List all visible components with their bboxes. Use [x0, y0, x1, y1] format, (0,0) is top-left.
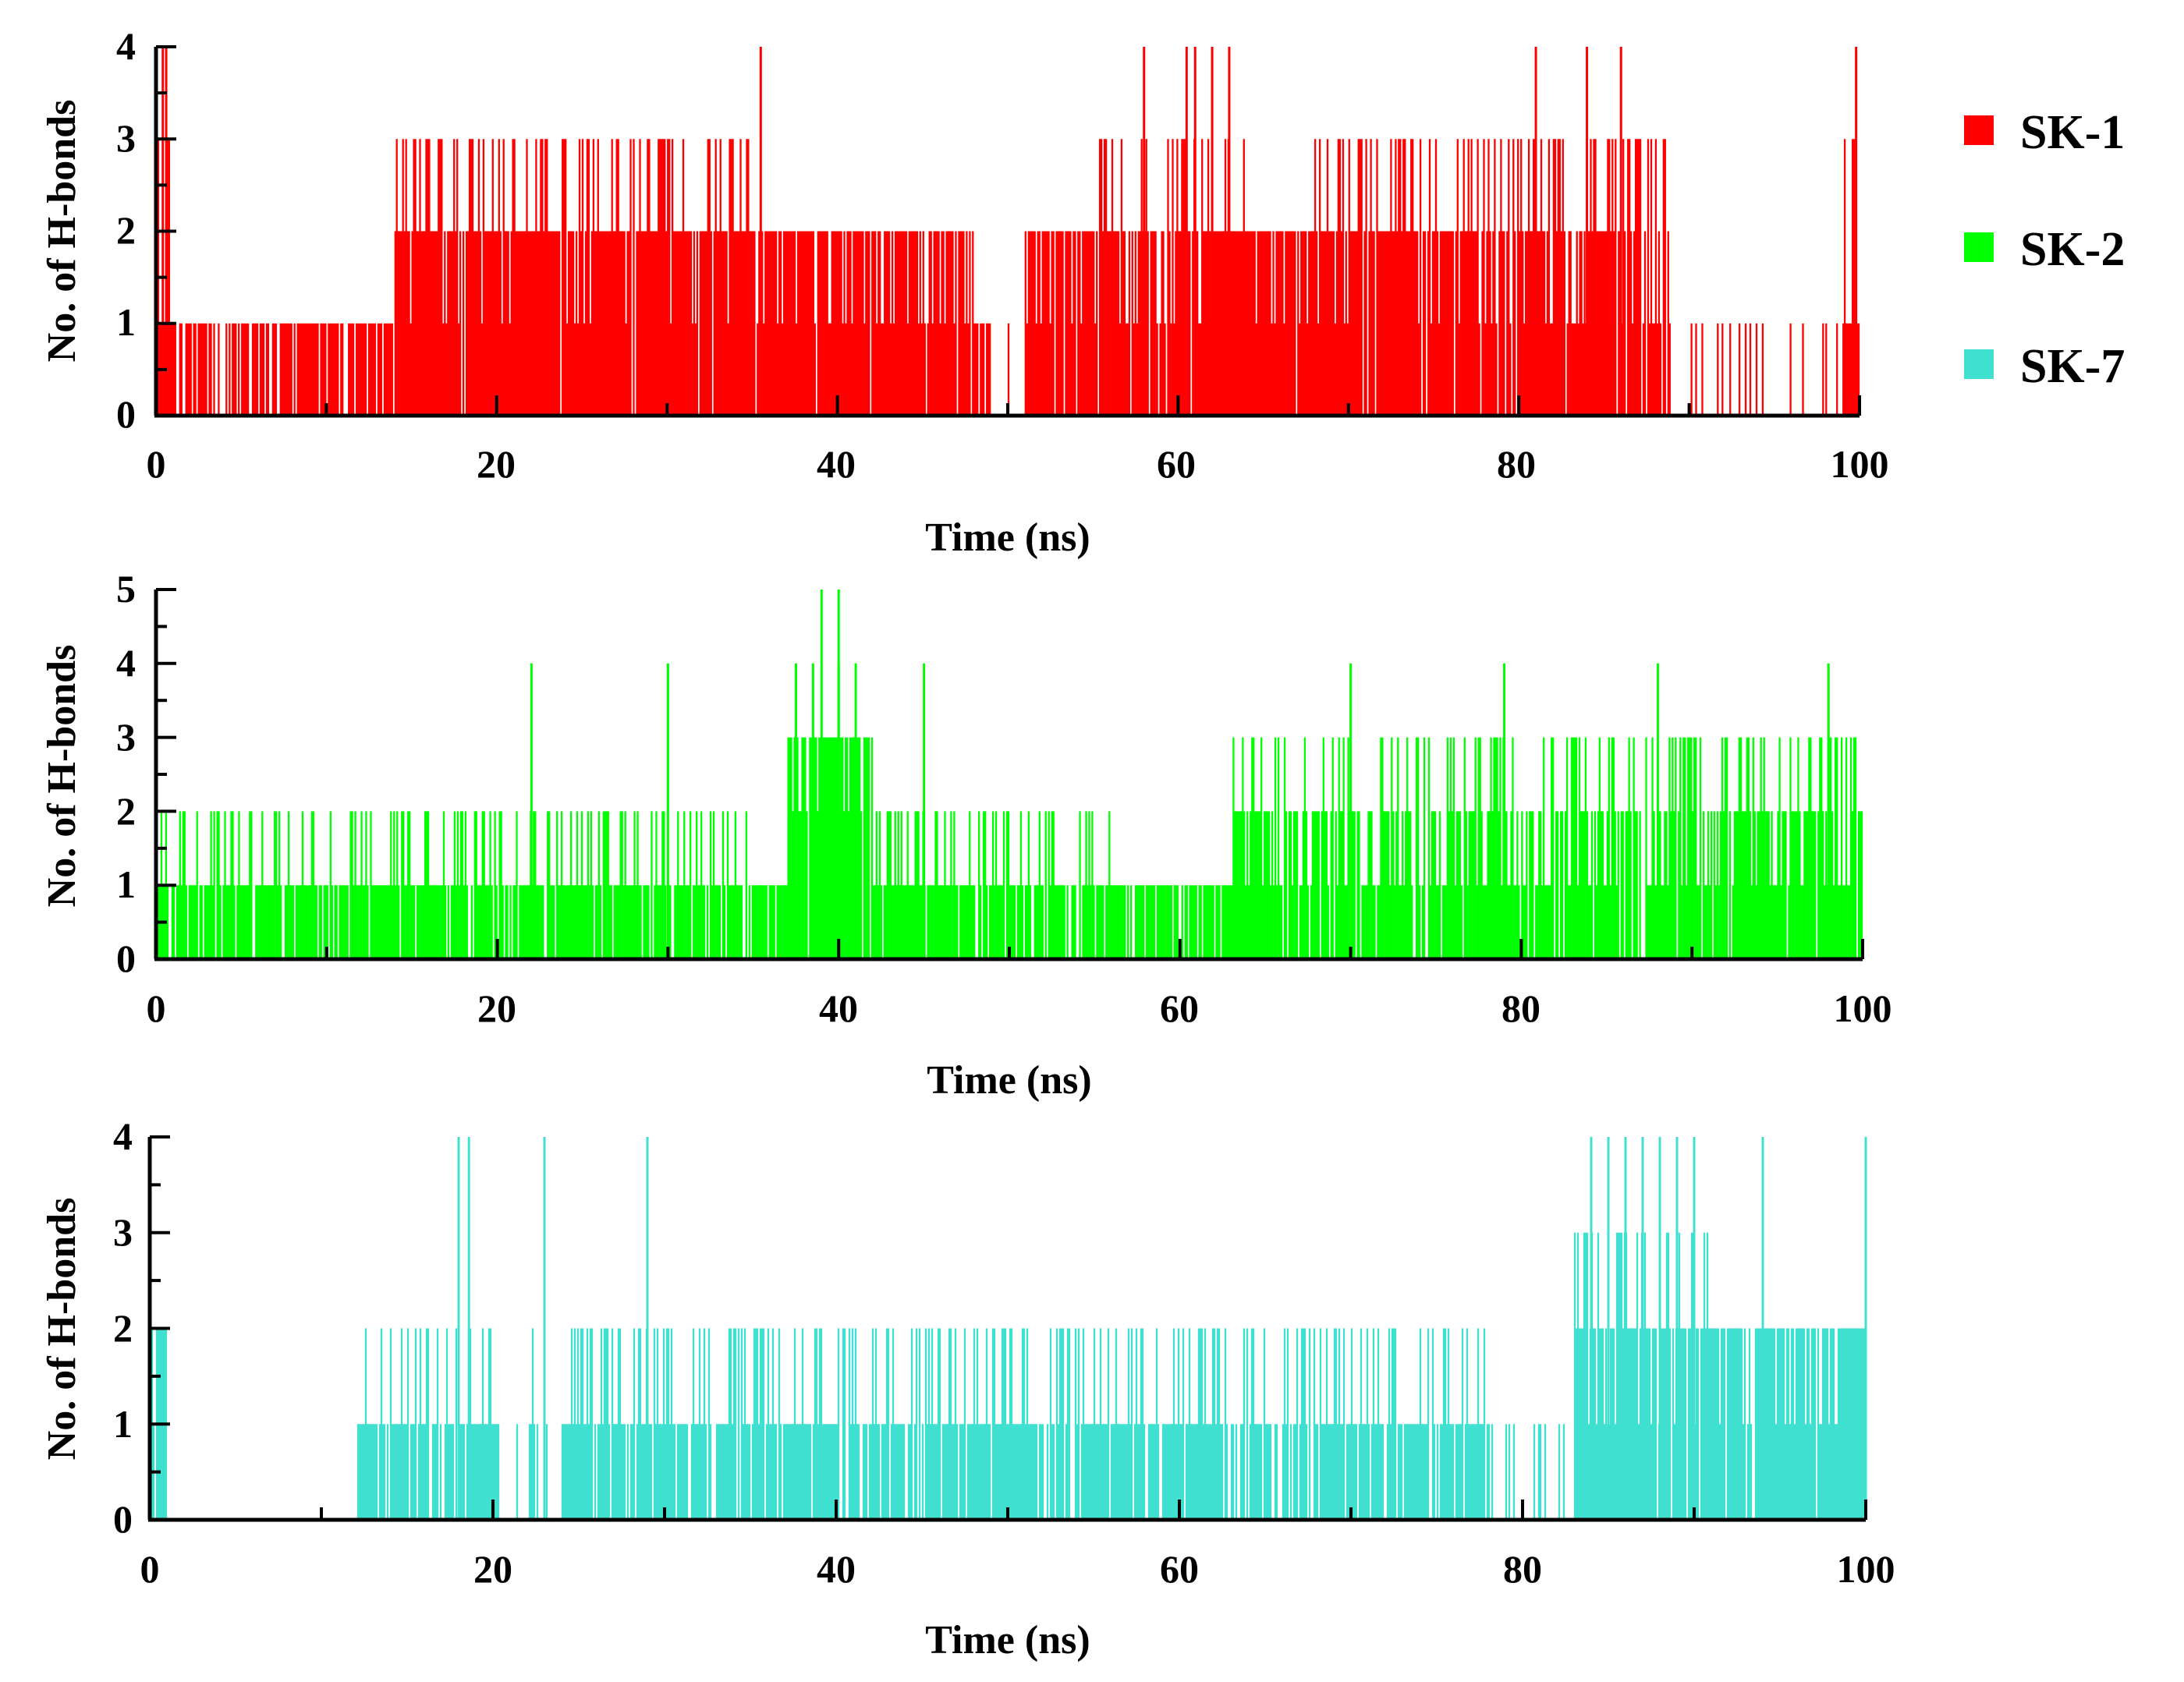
sk1-y-tick-labels: 0 1 2 3 4 [116, 24, 136, 436]
sk1-bars [155, 47, 1860, 416]
sk7-x-tick-labels: 0 20 40 60 80 100 [140, 1547, 1895, 1591]
sk1-ticks [154, 45, 1861, 417]
sk2-xtick-40: 40 [819, 986, 858, 1030]
sk2-ytick-0: 0 [116, 937, 136, 980]
sk7-ytick-4: 4 [113, 1114, 133, 1158]
sk7-xtick-0: 0 [140, 1547, 160, 1591]
sk2-xtick-80: 80 [1502, 986, 1540, 1030]
sk1-ytick-0: 0 [116, 392, 136, 436]
legend-item-sk2: SK-2 [1964, 223, 2125, 276]
sk2-ytick-4: 4 [116, 641, 136, 685]
sk2-ytick-3: 3 [116, 715, 136, 759]
sk7-ytick-2: 2 [113, 1306, 133, 1350]
sk7-ticks [148, 1135, 1867, 1521]
sk1-xtick-60: 60 [1157, 442, 1196, 486]
sk7-ytick-1: 1 [113, 1402, 133, 1446]
sk7-y-axis-title: No. of H-bonds [40, 1198, 84, 1461]
sk2-xtick-60: 60 [1160, 986, 1199, 1030]
sk1-xtick-100: 100 [1831, 442, 1889, 486]
legend-swatch-sk7 [1964, 349, 1994, 379]
sk2-trace [155, 737, 1863, 959]
sk7-xtick-40: 40 [817, 1547, 856, 1591]
sk1-xtick-40: 40 [817, 442, 856, 486]
sk7-xtick-60: 60 [1160, 1547, 1199, 1591]
sk2-y-axis-title: No. of H-bonds [40, 645, 84, 908]
legend-label-sk7: SK-7 [2020, 340, 2125, 393]
sk2-xtick-100: 100 [1834, 986, 1892, 1030]
panel-sk7: 0 1 2 3 4 0 20 40 60 80 100 Time (ns) No… [40, 1114, 1895, 1663]
panel-sk1: 0 1 2 3 4 0 20 40 60 80 100 Time (ns) No… [40, 24, 1889, 560]
sk7-y-tick-labels: 0 1 2 3 4 [113, 1114, 133, 1541]
legend-item-sk1: SK-1 [1964, 106, 2125, 159]
sk2-ticks [154, 588, 1864, 961]
sk2-ytick-2: 2 [116, 789, 136, 833]
legend-label-sk1: SK-1 [2020, 106, 2125, 159]
sk1-x-tick-labels: 0 20 40 60 80 100 [147, 442, 1889, 486]
legend-label-sk2: SK-2 [2020, 223, 2125, 276]
sk7-ytick-0: 0 [113, 1497, 133, 1541]
sk7-ytick-3: 3 [113, 1210, 133, 1254]
sk1-ytick-4: 4 [116, 24, 136, 68]
sk2-xtick-20: 20 [477, 986, 516, 1030]
sk2-x-tick-labels: 0 20 40 60 80 100 [147, 986, 1892, 1030]
sk2-xtick-0: 0 [147, 986, 166, 1030]
sk1-xtick-0: 0 [147, 442, 166, 486]
sk7-bars [149, 1137, 1867, 1520]
sk7-x-axis-title: Time (ns) [925, 1618, 1090, 1663]
sk1-xtick-20: 20 [477, 442, 516, 486]
sk1-y-axis-title: No. of H-bonds [40, 100, 84, 363]
sk7-xtick-20: 20 [473, 1547, 512, 1591]
sk2-ytick-5: 5 [116, 567, 136, 611]
sk1-ytick-3: 3 [116, 116, 136, 160]
sk2-ytick-1: 1 [116, 862, 136, 906]
sk1-trace [155, 139, 1860, 416]
legend-swatch-sk1 [1964, 115, 1994, 145]
sk1-ytick-2: 2 [116, 208, 136, 252]
panel-sk2: 0 1 2 3 4 5 0 20 40 60 80 100 Time (ns) … [40, 567, 1892, 1103]
sk7-xtick-100: 100 [1837, 1547, 1895, 1591]
sk1-x-axis-title: Time (ns) [925, 515, 1090, 560]
sk2-y-tick-labels: 0 1 2 3 4 5 [116, 567, 136, 980]
legend: SK-1 SK-2 SK-7 [1964, 106, 2125, 393]
legend-item-sk7: SK-7 [1964, 340, 2125, 393]
sk2-bars [155, 590, 1863, 959]
sk1-ytick-1: 1 [116, 300, 136, 344]
sk7-xtick-80: 80 [1503, 1547, 1542, 1591]
sk2-x-axis-title: Time (ns) [927, 1058, 1091, 1103]
sk1-xtick-80: 80 [1497, 442, 1536, 486]
legend-swatch-sk2 [1964, 232, 1994, 262]
